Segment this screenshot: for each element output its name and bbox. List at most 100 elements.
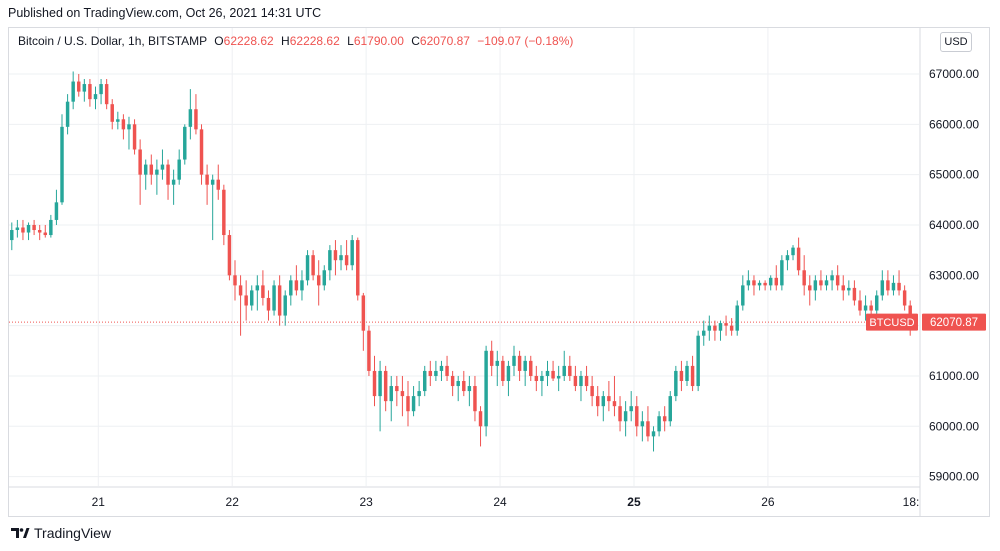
- candle-body: [841, 285, 845, 291]
- candle-body: [389, 386, 393, 402]
- symbol-description[interactable]: Bitcoin / U.S. Dollar, 1h, BITSTAMP: [18, 34, 207, 48]
- candle-body: [378, 370, 382, 397]
- candle-body: [819, 280, 823, 286]
- candle-body: [629, 406, 633, 412]
- candle-body: [65, 101, 70, 127]
- open-value: 62228.62: [223, 34, 274, 48]
- candle-body: [60, 126, 64, 203]
- candle-body: [272, 285, 276, 311]
- candle-body: [88, 84, 92, 100]
- close-label: C: [411, 34, 420, 48]
- candle-body: [205, 174, 209, 185]
- candle-body: [573, 375, 578, 387]
- candle-body: [26, 224, 31, 233]
- candle-body: [10, 230, 14, 241]
- candle-body: [434, 370, 438, 376]
- candle-body: [356, 240, 360, 296]
- candle-body: [43, 232, 48, 236]
- currency-button[interactable]: USD: [940, 32, 972, 52]
- candle-body: [82, 84, 87, 92]
- candle-body: [143, 164, 148, 175]
- candle-body: [886, 280, 890, 291]
- candle-body: [422, 370, 427, 392]
- candle-body: [517, 355, 522, 371]
- candle-body: [529, 360, 533, 376]
- candle-body: [266, 297, 271, 311]
- candle-body: [662, 416, 667, 422]
- time-tick-label: 22: [226, 495, 240, 509]
- candle-body: [300, 280, 304, 291]
- candle-body: [657, 416, 661, 432]
- candle-body: [674, 370, 678, 397]
- candle-body: [428, 370, 433, 376]
- candle-body: [551, 370, 555, 379]
- high-value: 62228.62: [289, 34, 340, 48]
- candle-body: [668, 396, 672, 422]
- candle-body: [350, 240, 354, 266]
- candle-body: [741, 285, 745, 306]
- candle-body: [127, 124, 131, 130]
- candle-body: [138, 149, 142, 175]
- last-price-label: 62070.87: [930, 317, 978, 329]
- candle-body: [891, 282, 896, 291]
- candle-body: [316, 275, 321, 286]
- candle-body: [523, 360, 527, 371]
- candle-body: [116, 119, 120, 122]
- candle-body: [534, 375, 539, 382]
- candle-body: [21, 227, 25, 233]
- candle-body: [216, 179, 220, 190]
- candle-body: [858, 300, 862, 311]
- candle-body: [852, 287, 857, 301]
- candle-body: [607, 396, 611, 402]
- candle-body: [71, 81, 75, 102]
- price-tick-label: 59000.00: [929, 470, 979, 484]
- candle-body: [160, 164, 165, 170]
- candle-body: [584, 375, 589, 387]
- candle-body: [283, 295, 287, 316]
- candle-body: [902, 290, 907, 306]
- candle-body: [15, 227, 20, 231]
- candle-body: [411, 396, 416, 412]
- candle-body: [512, 355, 516, 366]
- candle-body: [155, 169, 159, 175]
- candle-body: [439, 365, 444, 371]
- candle-body: [713, 325, 717, 331]
- chart-frame: [8, 27, 990, 517]
- grid-lines: [9, 28, 919, 486]
- published-caption: Published on TradingView.com, Oct 26, 20…: [8, 6, 322, 20]
- candle-body: [489, 350, 494, 366]
- candle-body: [774, 277, 779, 286]
- candle-body: [417, 391, 421, 397]
- symbol-tag-label: BTCUSD: [869, 317, 914, 329]
- candle-body: [93, 94, 98, 100]
- candle-body: [707, 325, 712, 331]
- price-tick-label: 61000.00: [929, 369, 979, 383]
- change-value: −109.07 (−0.18%): [477, 34, 574, 48]
- time-tick-label: 24: [493, 495, 507, 509]
- candle-body: [880, 280, 885, 296]
- candle-body: [595, 396, 600, 407]
- candles-group: [10, 71, 912, 452]
- time-tick-label: 18:: [903, 495, 920, 509]
- candle-body: [339, 255, 343, 261]
- candle-body: [222, 189, 226, 236]
- candle-body: [478, 411, 483, 427]
- candle-body: [735, 305, 739, 331]
- candle-body: [623, 411, 628, 422]
- candle-body: [261, 285, 265, 298]
- candle-body: [752, 280, 756, 286]
- candle-body: [830, 275, 834, 281]
- candle-body: [640, 421, 645, 427]
- price-tick-label: 64000.00: [929, 218, 979, 232]
- candle-body: [277, 285, 282, 316]
- candle-body: [696, 335, 700, 387]
- candle-body: [702, 330, 706, 336]
- candle-body: [305, 255, 310, 281]
- candle-body: [685, 365, 689, 382]
- candle-body: [344, 255, 349, 266]
- candle-body: [847, 287, 851, 291]
- candle-body: [99, 84, 103, 95]
- time-tick-label: 23: [359, 495, 373, 509]
- candle-body: [484, 350, 488, 427]
